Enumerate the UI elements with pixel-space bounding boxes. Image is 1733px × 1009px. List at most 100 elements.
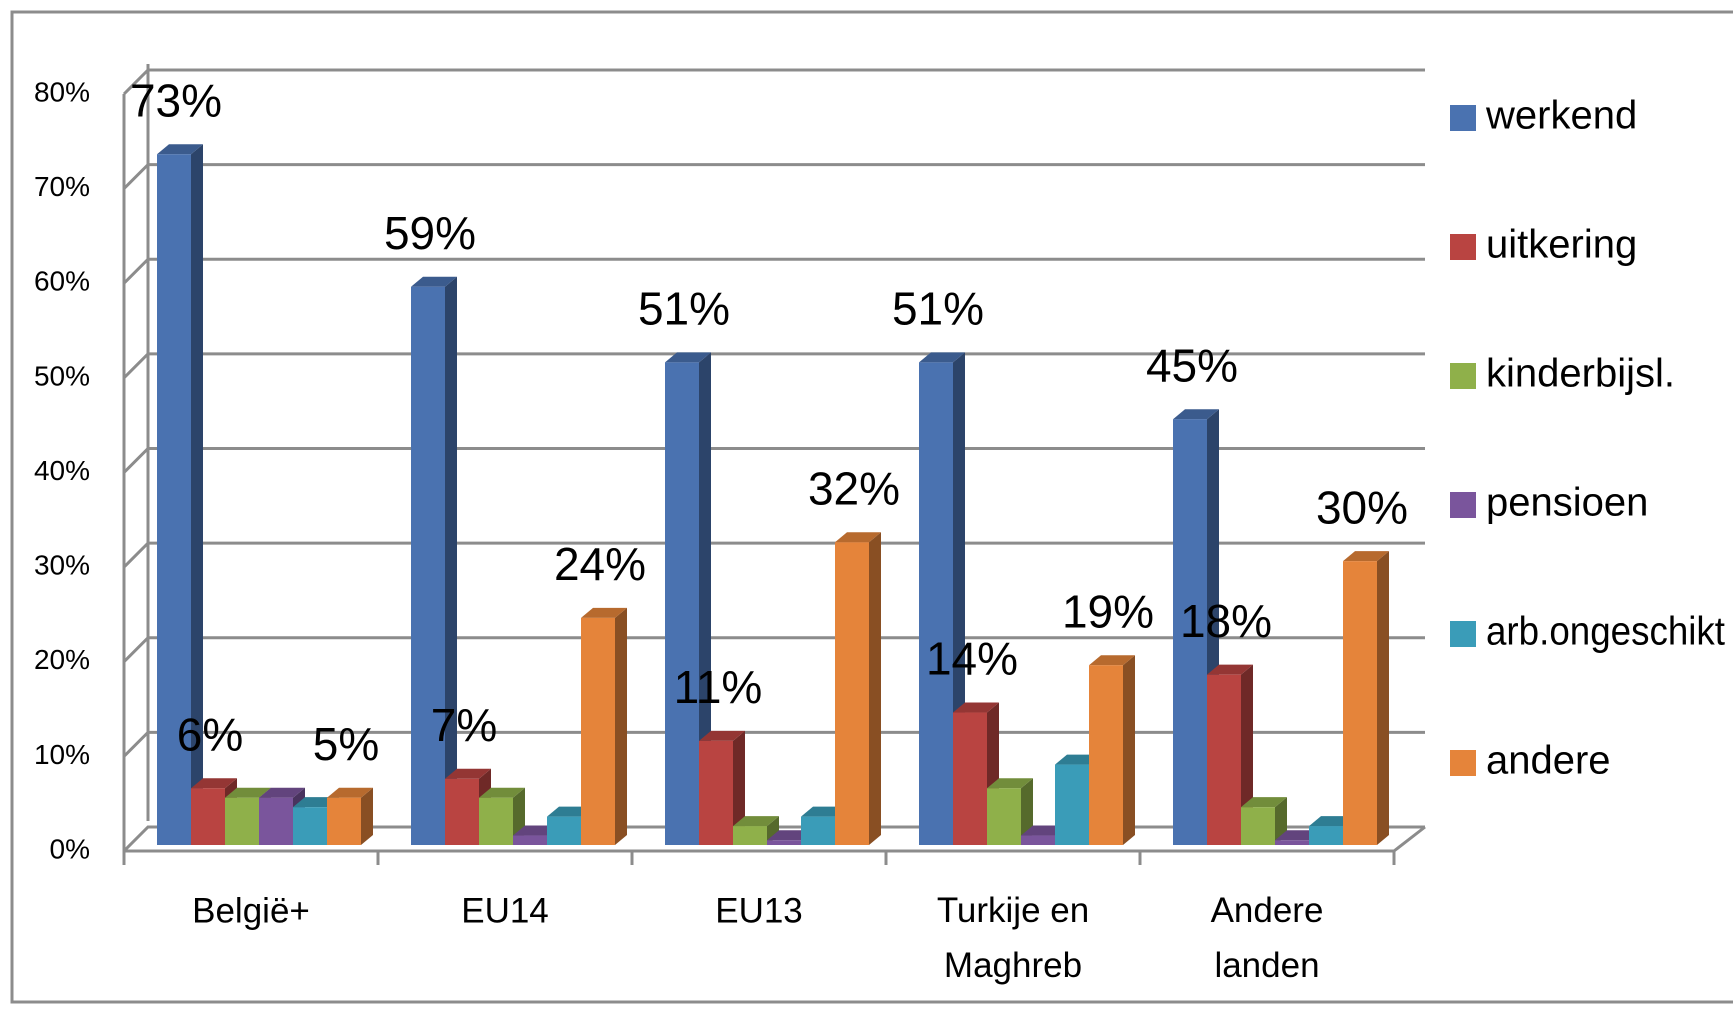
bar-front <box>1343 561 1377 845</box>
bar-side <box>615 607 627 845</box>
bar-front <box>835 542 869 845</box>
legend-label: uitkering <box>1486 223 1637 267</box>
bar-front <box>733 826 767 845</box>
bar-side <box>869 532 881 845</box>
bar-front <box>293 807 327 845</box>
bar <box>157 144 203 846</box>
legend-swatch <box>1450 105 1476 131</box>
x-tick-label: Andere landen <box>1211 891 1324 985</box>
bar-front <box>513 835 547 845</box>
bar-top <box>733 816 779 827</box>
bar-top <box>1343 551 1389 562</box>
bar-front <box>479 797 513 845</box>
bar-top <box>835 532 881 543</box>
bar-top <box>445 768 491 779</box>
bar-front <box>191 788 225 845</box>
bar-front <box>1309 826 1343 845</box>
bar-top <box>699 730 745 741</box>
bar-front <box>327 797 361 845</box>
bar-top <box>665 352 711 363</box>
bar-side <box>445 276 457 845</box>
data-label: 45% <box>1146 339 1238 391</box>
data-label: 5% <box>313 718 379 770</box>
bar-top <box>1207 664 1253 675</box>
bar-top <box>1089 655 1135 666</box>
grid-line <box>122 730 1425 758</box>
bar <box>581 607 627 845</box>
bar-front <box>1207 674 1241 845</box>
bar <box>1173 409 1219 845</box>
y-tick-label: 30% <box>34 550 90 581</box>
bar-top <box>479 787 525 798</box>
y-tick-label: 70% <box>34 171 90 202</box>
legend-swatch <box>1450 750 1476 776</box>
bar-front <box>665 362 699 845</box>
y-tick-label: 20% <box>34 644 90 675</box>
data-label: 18% <box>1180 595 1272 647</box>
legend-label: kinderbijsl. <box>1486 352 1675 396</box>
data-label: 59% <box>384 207 476 259</box>
bar-top <box>581 607 627 618</box>
grid-line <box>122 636 1425 663</box>
bar-front <box>1173 419 1207 845</box>
y-tick-label: 10% <box>34 739 90 770</box>
data-label: 11% <box>674 661 763 713</box>
bar <box>987 778 1033 845</box>
bar-front <box>1275 840 1309 845</box>
bar-front <box>1055 764 1089 845</box>
bar <box>699 730 745 845</box>
grid-line <box>122 352 1425 379</box>
bar-top <box>1173 409 1219 420</box>
y-tick-label: 40% <box>34 455 90 486</box>
data-label: 30% <box>1316 481 1408 533</box>
bar-front <box>767 840 801 845</box>
legend-label: pensioen <box>1486 481 1648 525</box>
bar <box>411 276 457 845</box>
bar-top <box>157 144 203 155</box>
data-label: 19% <box>1062 585 1154 637</box>
grid-line <box>122 447 1425 474</box>
bar-side <box>699 352 711 845</box>
bar-front <box>919 362 953 845</box>
bar <box>479 787 525 845</box>
legend-swatch <box>1450 234 1476 260</box>
bar-top <box>411 276 457 287</box>
data-label: 24% <box>554 538 646 590</box>
bar-front <box>987 788 1021 845</box>
bar-top <box>191 778 237 789</box>
bar-front <box>801 816 835 845</box>
x-tick-label: België+ <box>192 891 310 930</box>
grid-line <box>122 257 1425 285</box>
bar-front <box>259 797 293 845</box>
legend-swatch <box>1450 621 1476 647</box>
bar-top <box>987 778 1033 789</box>
bar-top <box>953 702 999 713</box>
bar-front <box>411 286 445 845</box>
bar <box>1089 655 1135 845</box>
bar-top <box>919 352 965 363</box>
bar-front <box>547 816 581 845</box>
legend-label: andere <box>1486 739 1611 783</box>
bar-side <box>1123 655 1135 845</box>
legend-swatch <box>1450 492 1476 518</box>
bar <box>327 787 373 845</box>
bar <box>665 352 711 845</box>
data-label: 51% <box>892 283 984 335</box>
bar-front <box>1089 665 1123 845</box>
bar-front <box>1241 807 1275 845</box>
y-tick-label: 50% <box>34 360 90 391</box>
x-tick-label: EU13 <box>715 891 803 930</box>
bar-top <box>259 787 305 798</box>
grid-line <box>122 163 1425 190</box>
x-tick-label: Turkije en Maghreb <box>937 891 1089 985</box>
data-label: 14% <box>926 633 1018 685</box>
data-label: 51% <box>638 283 730 335</box>
data-label: 7% <box>431 699 497 751</box>
bar-top <box>225 787 271 798</box>
frame <box>10 10 1733 1004</box>
legend-label: werkend <box>1485 94 1637 138</box>
x-tick-label: EU14 <box>461 891 549 930</box>
bar-side <box>191 144 203 846</box>
bar-front <box>157 154 191 846</box>
